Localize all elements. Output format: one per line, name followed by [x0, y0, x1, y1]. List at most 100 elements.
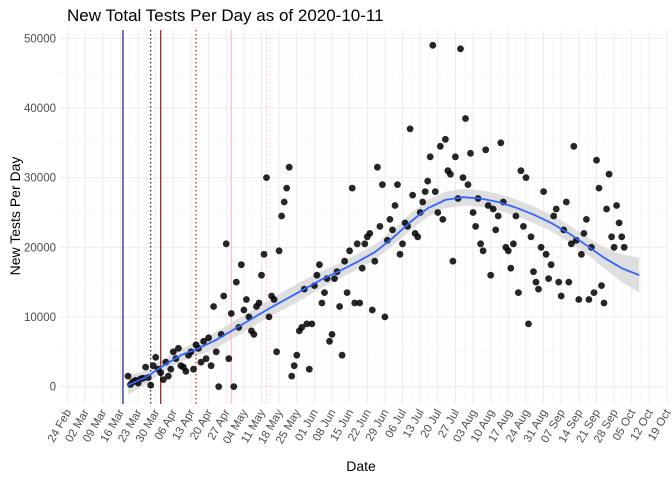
data-point — [313, 271, 321, 279]
data-point — [207, 362, 215, 370]
data-point — [270, 296, 278, 303]
data-point — [283, 184, 291, 192]
data-point — [610, 243, 618, 251]
data-point — [197, 358, 205, 366]
data-point — [308, 320, 316, 328]
data-point — [371, 257, 379, 265]
data-point — [147, 381, 155, 389]
confidence-band-area — [128, 188, 640, 395]
data-point — [525, 320, 532, 328]
data-point — [366, 230, 374, 237]
data-point — [620, 243, 628, 251]
data-point — [552, 205, 560, 213]
data-point — [182, 367, 190, 375]
data-points — [124, 41, 628, 390]
data-point — [243, 296, 250, 303]
data-point — [510, 240, 517, 248]
data-point — [356, 299, 364, 307]
data-point — [520, 223, 527, 230]
data-point — [240, 306, 248, 314]
smooth-trend-line — [127, 196, 640, 387]
data-point — [293, 351, 301, 359]
data-point — [593, 156, 600, 164]
data-point — [222, 240, 230, 248]
data-point — [447, 170, 454, 178]
data-point — [215, 383, 223, 390]
data-point — [527, 233, 535, 241]
data-point — [212, 348, 220, 356]
reference-lines — [122, 30, 268, 404]
data-point — [220, 292, 228, 300]
data-point — [343, 289, 351, 296]
data-point — [260, 250, 268, 258]
data-point — [603, 205, 610, 213]
data-point — [280, 198, 288, 206]
data-point — [298, 324, 306, 331]
data-point — [275, 247, 283, 255]
data-point — [462, 115, 469, 122]
data-point — [303, 320, 311, 328]
data-point — [361, 240, 369, 248]
data-point — [326, 337, 333, 345]
data-point — [600, 299, 608, 307]
data-point — [547, 261, 555, 269]
data-point — [580, 230, 588, 237]
data-point — [436, 142, 444, 150]
data-point — [288, 372, 296, 380]
data-point — [515, 289, 522, 296]
data-point — [608, 233, 615, 241]
data-point — [497, 139, 505, 147]
data-point — [353, 240, 361, 248]
data-point — [530, 268, 537, 276]
data-point — [164, 372, 172, 380]
data-point — [477, 240, 484, 248]
data-point — [167, 365, 175, 373]
data-point — [318, 299, 326, 307]
data-point — [494, 212, 502, 220]
data-point — [457, 45, 464, 53]
data-point — [265, 313, 273, 321]
data-point — [424, 177, 432, 185]
data-point — [374, 163, 381, 171]
data-point — [562, 198, 570, 206]
data-point — [389, 226, 396, 234]
data-point — [595, 184, 603, 192]
data-point — [489, 205, 497, 213]
data-point — [452, 153, 459, 161]
data-point — [426, 153, 434, 161]
data-point — [449, 257, 457, 265]
data-point — [431, 188, 439, 196]
data-point — [409, 191, 416, 199]
data-point — [583, 216, 590, 223]
data-point — [386, 216, 394, 223]
y-tick-labels: 0 10000 20000 30000 40000 50000 — [24, 33, 56, 393]
data-point — [404, 223, 411, 230]
data-point — [225, 355, 233, 363]
data-point — [590, 289, 598, 296]
data-point — [394, 181, 401, 189]
data-point — [368, 306, 376, 314]
data-point — [399, 240, 406, 248]
data-point — [472, 223, 479, 230]
data-point — [416, 209, 424, 216]
data-point — [142, 363, 150, 371]
data-point — [557, 292, 565, 300]
data-point — [555, 278, 563, 286]
data-point — [479, 247, 487, 255]
data-point — [169, 348, 177, 356]
data-point — [421, 188, 429, 196]
data-point — [210, 303, 218, 310]
chart-title: New Total Tests Per Day as of 2020-10-11 — [67, 6, 384, 25]
data-point — [391, 202, 399, 209]
y-tick-label: 30000 — [24, 173, 56, 185]
data-point — [258, 271, 265, 279]
data-point — [464, 181, 472, 189]
data-point — [157, 369, 165, 377]
data-point — [567, 240, 575, 248]
confidence-band — [128, 188, 640, 395]
data-point — [331, 275, 338, 282]
data-point — [575, 296, 583, 303]
y-tick-label: 0 — [50, 382, 56, 394]
data-point — [469, 209, 477, 216]
data-point — [598, 282, 605, 289]
